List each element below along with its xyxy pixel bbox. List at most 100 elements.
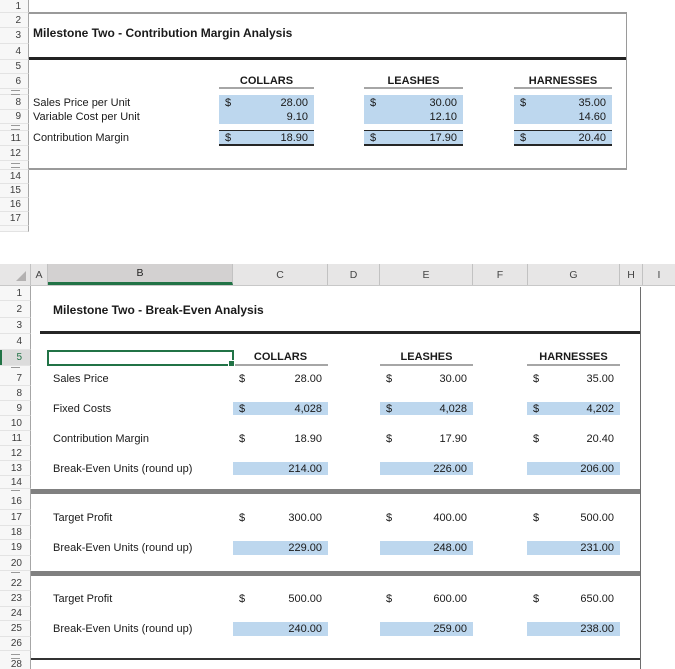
row-header[interactable]: 8 <box>0 386 31 401</box>
row-label[interactable]: Contribution Margin <box>53 432 149 445</box>
row-header[interactable]: 17 <box>0 212 29 226</box>
column-header-leashes[interactable]: LEASHES <box>380 350 473 366</box>
column-header-f[interactable]: F <box>473 264 528 285</box>
column-header-d[interactable]: D <box>328 264 380 285</box>
contribution-margin-collars-cell[interactable]: $18.90 <box>233 432 328 445</box>
row-label[interactable]: Break-Even Units (round up) <box>53 623 193 635</box>
row-header[interactable]: 23 <box>0 591 31 607</box>
row-label[interactable]: Sales Price per Unit <box>33 96 131 109</box>
row-header[interactable]: 1 <box>0 286 31 301</box>
break-even-units-collars-cell[interactable]: 214.00 <box>233 462 328 475</box>
column-header-collars[interactable]: COLLARS <box>219 74 314 89</box>
break-even-units-leashes-cell[interactable]: 226.00 <box>380 462 473 475</box>
row-header[interactable]: 20 <box>0 556 31 571</box>
collars-price-cost-cells[interactable]: $28.00 9.10 <box>219 95 314 124</box>
row-header[interactable]: 19 <box>0 540 31 556</box>
hidden-row-header[interactable] <box>0 124 29 131</box>
row-header[interactable]: 4 <box>0 44 29 60</box>
row-header[interactable]: 5 <box>0 60 29 74</box>
fill-handle[interactable] <box>228 360 235 367</box>
sales-price-harnesses-cell[interactable]: $35.00 <box>527 372 620 385</box>
column-header-g[interactable]: G <box>528 264 620 285</box>
row-header[interactable]: 2 <box>0 13 29 28</box>
row-header[interactable]: 26 <box>0 637 31 651</box>
column-header-c[interactable]: C <box>233 264 328 285</box>
row-label[interactable]: Fixed Costs <box>53 402 112 415</box>
hidden-row-header[interactable] <box>0 161 29 170</box>
collars-contribution-margin-cell[interactable]: $18.90 <box>219 130 314 146</box>
hidden-row-header[interactable] <box>0 89 29 95</box>
fixed-costs-harnesses-cell[interactable]: $4,202 <box>527 402 620 415</box>
row-header[interactable]: 6 <box>0 74 29 89</box>
row-header[interactable]: 9 <box>0 401 31 416</box>
column-header-harnesses[interactable]: HARNESSES <box>527 350 620 366</box>
row-header[interactable]: 8 <box>0 95 29 110</box>
row-header[interactable]: 10 <box>0 416 31 431</box>
column-header-b-selected[interactable]: B <box>48 264 233 285</box>
break-even-units-leashes-cell[interactable]: 248.00 <box>380 541 473 555</box>
target-profit-collars-cell[interactable]: $300.00 <box>233 511 328 525</box>
row-header[interactable]: 11 <box>0 431 31 446</box>
row-label[interactable]: Break-Even Units (round up) <box>53 542 193 554</box>
sales-price-collars-cell[interactable]: $28.00 <box>233 372 328 385</box>
row-header[interactable]: 16 <box>0 198 29 212</box>
row-header[interactable]: 25 <box>0 621 31 637</box>
break-even-units-harnesses-cell[interactable]: 231.00 <box>527 541 620 555</box>
row-header[interactable]: 17 <box>0 510 31 526</box>
column-header-i[interactable]: I <box>657 268 661 281</box>
target-profit-collars-cell[interactable]: $500.00 <box>233 592 328 606</box>
row-header[interactable]: 15 <box>0 184 29 198</box>
contribution-margin-leashes-cell[interactable]: $17.90 <box>380 432 473 445</box>
target-profit-harnesses-cell[interactable]: $650.00 <box>527 592 620 606</box>
break-even-units-harnesses-cell[interactable]: 238.00 <box>527 622 620 636</box>
break-even-units-leashes-cell[interactable]: 259.00 <box>380 622 473 636</box>
row-header[interactable]: 22 <box>0 576 31 591</box>
row-label[interactable]: Variable Cost per Unit <box>33 111 140 123</box>
row-label[interactable]: Target Profit <box>53 593 113 605</box>
row-label[interactable]: Sales Price <box>53 372 109 385</box>
row-header[interactable]: 13 <box>0 461 31 476</box>
column-header-h[interactable]: H <box>620 264 643 285</box>
fixed-costs-leashes-cell[interactable]: $4,028 <box>380 402 473 415</box>
target-profit-leashes-cell[interactable]: $400.00 <box>380 511 473 525</box>
row-header[interactable]: 14 <box>0 476 31 489</box>
row-header[interactable]: 1 <box>0 0 29 13</box>
column-header-collars[interactable]: COLLARS <box>233 350 328 366</box>
column-header-harnesses[interactable]: HARNESSES <box>514 74 612 89</box>
row-header[interactable]: 24 <box>0 607 31 621</box>
sales-price-leashes-cell[interactable]: $30.00 <box>380 372 473 385</box>
row-label[interactable]: Target Profit <box>53 512 113 524</box>
row-header[interactable]: 2 <box>0 301 31 318</box>
row-header[interactable]: 18 <box>0 526 31 540</box>
row-header[interactable]: 9 <box>0 110 29 124</box>
row-header[interactable]: 28 <box>0 659 31 669</box>
row-label[interactable]: Break-Even Units (round up) <box>53 462 193 475</box>
row-header[interactable]: 11 <box>0 131 29 146</box>
row-header[interactable]: 3 <box>0 28 29 44</box>
harnesses-price-cost-cells[interactable]: $35.00 14.60 <box>514 95 612 124</box>
leashes-contribution-margin-cell[interactable]: $17.90 <box>364 130 463 146</box>
fixed-costs-collars-cell[interactable]: $4,028 <box>233 402 328 415</box>
row-header[interactable]: 7 <box>0 371 31 386</box>
selected-cell-b5[interactable] <box>47 350 235 367</box>
row-header[interactable]: 12 <box>0 146 29 161</box>
contribution-margin-harnesses-cell[interactable]: $20.40 <box>527 432 620 445</box>
harnesses-contribution-margin-cell[interactable]: $20.40 <box>514 130 612 146</box>
row-label[interactable]: Contribution Margin <box>33 132 129 144</box>
row-header-selected[interactable]: 5 <box>0 350 31 366</box>
break-even-units-harnesses-cell[interactable]: 206.00 <box>527 462 620 475</box>
hidden-row-header[interactable] <box>0 651 31 660</box>
row-header[interactable]: 14 <box>0 170 29 184</box>
row-header[interactable]: 16 <box>0 494 31 510</box>
break-even-units-collars-cell[interactable]: 240.00 <box>233 622 328 636</box>
select-all-button[interactable] <box>0 264 31 285</box>
row-header[interactable]: 4 <box>0 334 31 350</box>
leashes-price-cost-cells[interactable]: $30.00 12.10 <box>364 95 463 124</box>
target-profit-harnesses-cell[interactable]: $500.00 <box>527 511 620 525</box>
column-header-e[interactable]: E <box>380 264 473 285</box>
target-profit-leashes-cell[interactable]: $600.00 <box>380 592 473 606</box>
row-header[interactable]: 12 <box>0 446 31 461</box>
row-header[interactable]: 3 <box>0 318 31 334</box>
column-header-leashes[interactable]: LEASHES <box>364 74 463 89</box>
column-header-a[interactable]: A <box>31 264 48 285</box>
